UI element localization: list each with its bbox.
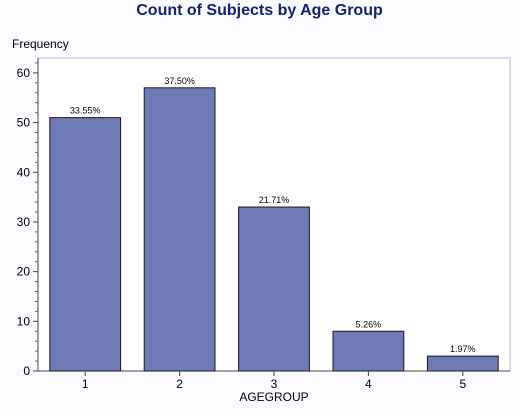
x-tick-label: 1 [82,377,89,391]
bar-data-label: 33.55% [70,106,101,116]
bar [238,206,310,372]
bar-data-label: 37.50% [164,76,195,86]
bar-data-label: 21.71% [259,195,290,205]
x-tick-label: 5 [459,377,466,391]
chart-title: Count of Subjects by Age Group [136,2,383,19]
y-tick-label: 10 [17,314,31,328]
y-tick-label: 40 [17,165,31,179]
y-tick-label: 30 [17,215,31,229]
y-tick-label: 0 [23,364,30,378]
y-tick-label: 60 [17,66,31,80]
y-tick-label: 50 [17,116,31,130]
x-axis-label: AGEGROUP [239,390,309,404]
bar [49,117,122,372]
bar-data-label: 1.97% [450,344,476,354]
bar [143,87,216,372]
x-tick-label: 4 [365,377,372,391]
x-tick-label: 3 [271,377,278,391]
y-axis-label: Frequency [12,37,69,51]
y-tick-label: 20 [17,265,31,279]
x-tick-label: 2 [176,377,183,391]
bar [426,355,499,372]
bar-data-label: 5.26% [356,319,382,329]
bar [332,330,405,372]
